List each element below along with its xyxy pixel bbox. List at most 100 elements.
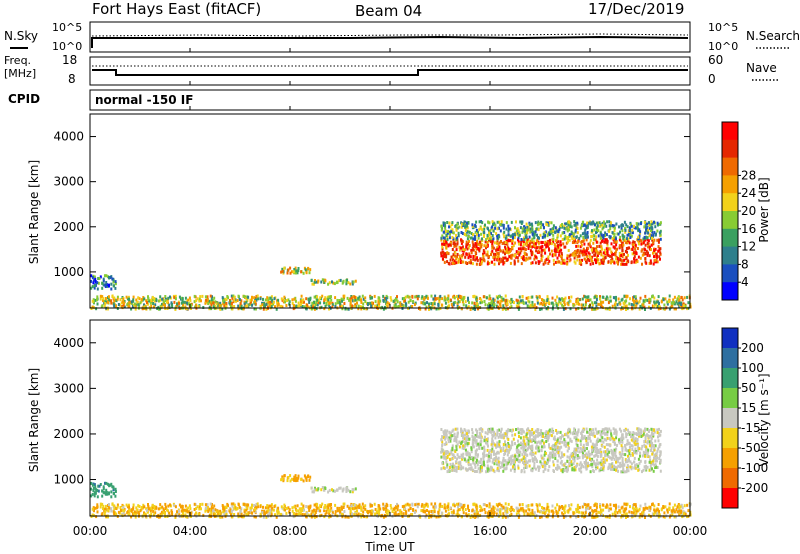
power-data-cell (606, 243, 609, 247)
power-data-cell (91, 305, 94, 309)
power-data-cell (562, 261, 565, 265)
power-data-cell (653, 255, 655, 259)
power-data-cell (159, 295, 162, 299)
power-data-cell (668, 307, 671, 311)
power-data-cell (673, 295, 676, 299)
velocity-data-cell (592, 431, 595, 435)
power-data-cell (555, 239, 558, 243)
velocity-data-cell (494, 452, 497, 456)
power-data-cell (476, 304, 479, 308)
power-data-cell (402, 304, 405, 308)
power-colorbar-tick-label: 16 (741, 222, 756, 236)
velocity-data-cell (523, 455, 526, 459)
power-data-cell (477, 230, 479, 234)
power-data-cell (555, 304, 558, 308)
power-data-cell (183, 300, 186, 304)
power-data-cell (627, 246, 629, 250)
power-data-cell (649, 297, 652, 301)
power-data-cell (482, 254, 485, 258)
power-data-cell (151, 295, 154, 299)
power-data-cell (147, 297, 150, 301)
velocity-data-cell (450, 431, 452, 435)
power-data-cell (299, 303, 302, 307)
power-data-cell (416, 297, 419, 301)
power-data-cell (617, 259, 620, 263)
power-data-cell (443, 255, 446, 258)
power-data-cell (569, 225, 572, 228)
velocity-data-cell (630, 466, 633, 469)
power-data-cell (208, 299, 211, 303)
power-data-cell (265, 302, 268, 306)
power-data-cell (130, 300, 133, 304)
velocity-data-cell (588, 453, 591, 456)
power-data-cell (515, 220, 517, 224)
power-data-cell (636, 260, 639, 264)
velocity-data-cell (516, 445, 519, 449)
velocity-data-cell (626, 428, 629, 432)
power-data-cell (448, 236, 451, 240)
velocity-data-cell (596, 437, 599, 441)
power-data-cell (552, 237, 555, 241)
velocity-data-cell (627, 442, 629, 446)
power-data-cell (254, 297, 257, 301)
velocity-data-cell (511, 441, 514, 445)
velocity-data-cell (644, 440, 647, 443)
velocity-data-cell (94, 506, 97, 510)
power-data-cell (199, 295, 202, 299)
velocity-data-cell (524, 451, 526, 455)
velocity-data-cell (462, 434, 465, 438)
velocity-data-cell (529, 439, 532, 443)
velocity-data-cell (540, 434, 543, 438)
velocity-data-cell (110, 495, 113, 499)
power-data-cell (613, 235, 616, 239)
power-data-cell (554, 247, 557, 251)
power-data-cell (176, 302, 178, 306)
power-data-cell (654, 247, 657, 251)
power-data-cell (639, 304, 642, 308)
velocity-data-cell (447, 438, 450, 442)
velocity-data-cell (650, 440, 653, 443)
power-data-cell (92, 281, 95, 285)
velocity-data-cell (455, 440, 458, 444)
velocity-data-cell (599, 433, 602, 437)
velocity-data-cell (557, 451, 560, 454)
power-data-cell (104, 297, 107, 300)
power-data-cell (560, 248, 563, 252)
power-data-cell (596, 254, 599, 257)
velocity-data-cell (532, 435, 535, 439)
power-data-cell (459, 294, 461, 298)
velocity-data-cell (481, 446, 484, 450)
velocity-data-cell (598, 451, 600, 455)
power-data-cell (296, 305, 299, 309)
power-data-cell (445, 234, 448, 237)
power-data-cell (563, 224, 566, 228)
power-data-cell (654, 258, 657, 262)
velocity-data-cell (474, 456, 477, 460)
power-data-cell (455, 261, 458, 265)
power-data-cell (689, 305, 692, 309)
power-data-cell (114, 282, 117, 286)
power-data-cell (271, 298, 274, 302)
velocity-data-cell (649, 458, 652, 462)
power-data-cell (587, 295, 590, 299)
power-data-cell (498, 257, 501, 261)
power-data-cell (539, 307, 541, 311)
power-data-cell (619, 245, 622, 249)
power-data-cell (686, 307, 689, 311)
power-data-cell (594, 248, 597, 252)
velocity-data-cell (500, 427, 503, 431)
power-data-cell (639, 230, 642, 234)
power-data-cell (521, 230, 524, 234)
power-data-cell (217, 304, 220, 308)
velocity-data-cell (653, 453, 656, 457)
power-colorbar-swatch (722, 228, 738, 248)
power-data-cell (605, 224, 608, 228)
power-data-cell (444, 226, 447, 230)
velocity-data-cell (451, 465, 454, 469)
velocity-data-cell (475, 448, 478, 452)
power-data-cell (540, 250, 543, 254)
power-data-cell (529, 227, 532, 231)
power-data-cell (451, 230, 454, 234)
velocity-data-cell (650, 427, 653, 431)
power-data-cell (420, 301, 423, 305)
